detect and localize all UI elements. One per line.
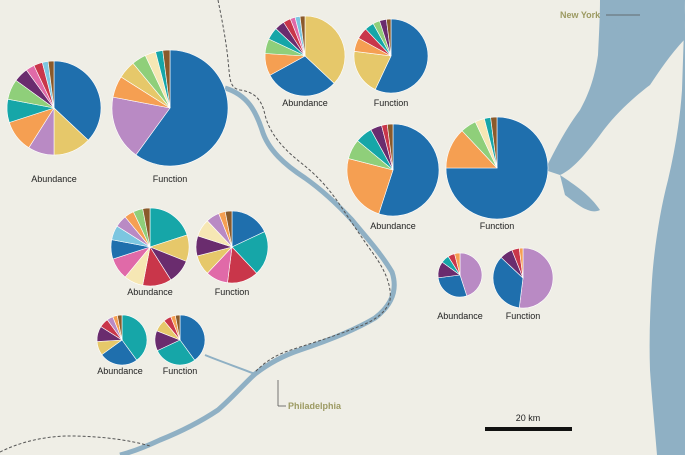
pie-site-southwest-function [154, 314, 206, 366]
pie-site-north-function-slice-7 [386, 18, 392, 57]
pie-site-west-function-slice-7 [162, 49, 171, 109]
pie-site-west-abundance-slice-0 [53, 60, 102, 141]
pie-site-north-abundance-slice-9 [299, 15, 306, 57]
city-label-philadelphia: Philadelphia [288, 401, 342, 411]
pie-label-site-southeast-function: Function [506, 311, 541, 321]
pie-site-east-abundance-slice-6 [386, 123, 394, 171]
pie-label-site-southwest-function: Function [163, 366, 198, 376]
pie-label-site-east-function: Function [480, 221, 515, 231]
pie-site-center-function-slice-1 [231, 231, 269, 274]
pie-site-southeast-function-slice-1 [492, 257, 524, 309]
pie-label-site-center-function: Function [215, 287, 250, 297]
city-label-new-york: New York [560, 10, 601, 20]
delaware-river [119, 85, 397, 455]
pie-site-west-function-slice-0 [135, 49, 229, 167]
pie-site-north-abundance-slice-1 [269, 55, 335, 97]
pie-site-east-abundance [346, 123, 440, 217]
pie-site-center-abundance [110, 207, 190, 287]
pie-site-east-abundance-slice-0 [378, 123, 440, 217]
pie-site-southwest-function-slice-0 [179, 314, 206, 361]
pie-site-southwest-abundance [96, 314, 148, 366]
pie-label-site-southwest-abundance: Abundance [97, 366, 143, 376]
pie-site-north-function-slice-1 [353, 51, 392, 90]
pie-site-north-function-slice-0 [374, 18, 429, 94]
pie-site-southeast-abundance-slice-0 [459, 252, 483, 297]
pie-label-site-north-abundance: Abundance [282, 98, 328, 108]
pie-site-west-function [111, 49, 229, 167]
pie-site-southwest-function-slice-1 [156, 339, 196, 366]
pie-site-north-abundance-slice-0 [304, 15, 346, 84]
pie-site-southwest-abundance-slice-1 [101, 339, 138, 366]
pie-site-west-abundance [6, 60, 102, 156]
pie-site-southeast-abundance-slice-5 [454, 252, 461, 276]
schuylkill-river [204, 354, 256, 375]
pie-site-southeast-function [492, 247, 554, 309]
pie-label-site-center-abundance: Abundance [127, 287, 173, 297]
pie-site-east-function-slice-0 [445, 116, 549, 220]
bay-water [545, 0, 685, 175]
pie-site-center-function-slice-0 [231, 210, 265, 248]
pie-site-southeast-abundance [437, 252, 483, 298]
pie-site-north-abundance [264, 15, 346, 97]
pie-site-east-function [445, 116, 549, 220]
pie-label-site-southeast-abundance: Abundance [437, 311, 483, 321]
pie-site-center-function [195, 210, 269, 284]
state-border-south [0, 435, 151, 453]
pie-label-site-west-abundance: Abundance [31, 174, 77, 184]
pie-site-center-abundance-slice-11 [142, 207, 151, 248]
state-border [217, 0, 391, 373]
scale-bar-label: 20 km [516, 413, 541, 423]
pie-site-southeast-function-slice-4 [518, 247, 524, 279]
pie-site-east-function-slice-5 [490, 116, 498, 169]
pie-site-southeast-function-slice-0 [518, 247, 554, 309]
ocean [649, 0, 685, 455]
pie-site-southwest-function-slice-6 [174, 314, 181, 341]
pie-site-north-function [353, 18, 429, 94]
pie-label-site-north-function: Function [374, 98, 409, 108]
pie-site-southwest-abundance-slice-0 [121, 314, 148, 361]
harbor-water [612, 4, 672, 40]
pie-site-center-function-slice-9 [224, 210, 233, 248]
pie-site-center-abundance-slice-0 [149, 207, 188, 248]
pie-label-site-west-function: Function [153, 174, 188, 184]
scale-bar [485, 427, 572, 431]
pie-label-site-east-abundance: Abundance [370, 221, 416, 231]
pie-site-west-abundance-slice-10 [47, 60, 55, 109]
pie-site-southwest-abundance-slice-7 [116, 314, 123, 341]
inlet-water [560, 175, 600, 212]
pie-site-west-function-slice-1 [111, 96, 171, 156]
pie-site-east-abundance-slice-1 [346, 158, 394, 215]
pie-site-southeast-abundance-slice-1 [437, 274, 468, 298]
